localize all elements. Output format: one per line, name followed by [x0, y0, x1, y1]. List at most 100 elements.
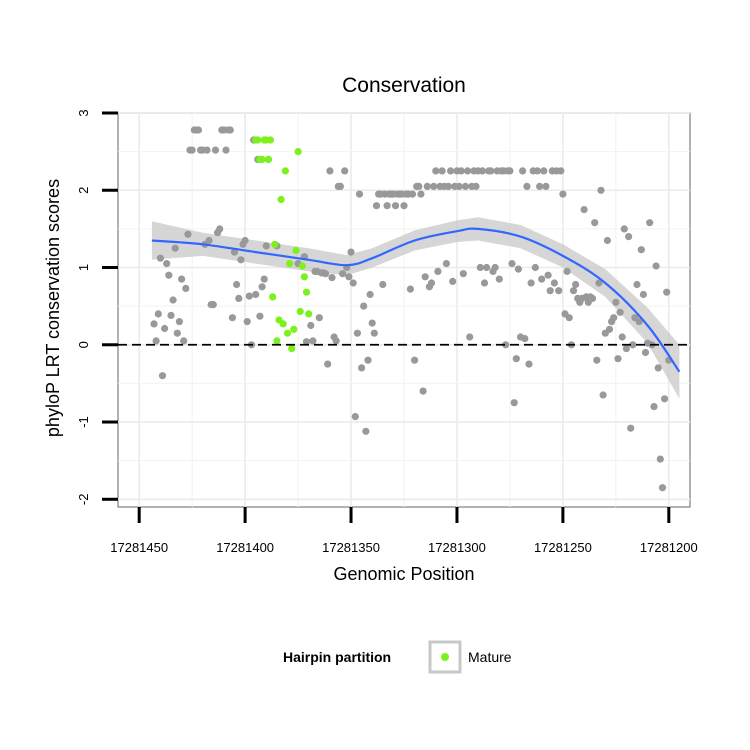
point-other — [593, 356, 601, 364]
y-tick-label: -1 — [76, 416, 91, 428]
point-other — [508, 260, 516, 268]
point-other — [383, 202, 391, 210]
point-other — [525, 360, 533, 368]
point-other — [459, 270, 467, 278]
point-mature — [266, 136, 275, 144]
point-mature — [281, 167, 289, 175]
point-other — [258, 283, 266, 291]
point-other — [417, 190, 425, 198]
point-other — [355, 190, 364, 198]
point-other — [491, 263, 499, 272]
point-other — [495, 275, 503, 283]
point-other — [167, 311, 175, 319]
point-other — [591, 219, 599, 227]
point-mature — [271, 240, 279, 248]
point-other — [565, 314, 573, 322]
point-other — [542, 182, 550, 190]
point-other — [588, 294, 597, 302]
point-other — [235, 294, 243, 302]
point-mature — [279, 320, 287, 328]
point-other — [580, 206, 588, 214]
y-axis: -2 -1 0 1 2 3 — [76, 109, 118, 505]
point-other — [351, 413, 359, 421]
smooth-curve — [151, 227, 681, 373]
legend: Hairpin partition Mature — [283, 640, 512, 674]
point-other — [360, 302, 368, 310]
point-other — [595, 279, 603, 287]
smooth-curve-layer — [151, 227, 681, 373]
point-other — [169, 296, 177, 304]
point-other — [478, 167, 486, 175]
point-other — [211, 146, 220, 154]
point-other — [184, 230, 192, 238]
point-other — [622, 345, 631, 353]
point-mature — [298, 262, 306, 270]
point-other — [237, 256, 245, 264]
y-tick-label: -2 — [76, 494, 91, 506]
point-other — [379, 280, 387, 289]
point-mature — [296, 307, 304, 316]
point-other — [205, 236, 213, 245]
point-other — [466, 333, 474, 341]
point-other — [226, 126, 234, 134]
confidence-band — [151, 217, 680, 399]
point-other — [194, 126, 203, 134]
point-other — [434, 267, 442, 275]
point-other — [599, 391, 607, 399]
point-other — [447, 167, 455, 175]
point-mature — [292, 246, 300, 255]
point-other — [252, 290, 260, 299]
point-mature — [300, 273, 308, 281]
point-other — [419, 387, 427, 395]
x-tick-label: 17281450 — [110, 540, 168, 555]
point-other — [639, 290, 648, 299]
point-other — [391, 202, 400, 210]
point-other — [341, 167, 349, 175]
point-mature — [254, 136, 262, 144]
point-other — [614, 355, 622, 363]
point-other — [233, 280, 241, 289]
point-mature — [264, 155, 272, 163]
point-other — [521, 335, 529, 343]
point-other — [514, 265, 523, 273]
y-tick-label: 0 — [76, 341, 91, 348]
point-other — [455, 182, 463, 190]
point-other — [423, 182, 431, 190]
point-other — [245, 292, 253, 300]
point-other — [650, 403, 658, 411]
point-other — [307, 321, 315, 330]
point-other — [406, 285, 414, 293]
point-other — [326, 167, 334, 175]
x-tick-label: 17281400 — [216, 540, 274, 555]
point-other — [347, 248, 355, 256]
point-other — [538, 275, 546, 283]
point-other — [472, 182, 480, 190]
point-mature — [283, 329, 292, 337]
x-axis-label: Genomic Position — [333, 564, 474, 584]
point-other — [637, 246, 645, 254]
point-other — [216, 225, 224, 233]
y-axis-label: phyloP LRT conservation scores — [43, 179, 63, 437]
point-other — [618, 333, 626, 341]
point-other — [228, 314, 236, 322]
x-axis: 17281450 17281400 17281350 17281300 17281250… — [110, 507, 698, 555]
point-other — [646, 219, 654, 227]
point-other — [230, 248, 239, 256]
point-other — [180, 337, 188, 345]
point-other — [150, 320, 158, 328]
point-other — [569, 287, 578, 295]
point-other — [328, 274, 336, 282]
point-other — [173, 329, 181, 337]
point-other — [324, 360, 332, 368]
point-other — [572, 280, 580, 289]
point-other — [633, 280, 641, 289]
point-other — [156, 254, 164, 262]
point-mature — [286, 260, 294, 268]
point-mature — [269, 293, 277, 301]
point-other — [362, 427, 370, 435]
point-other — [349, 279, 357, 287]
point-other — [400, 202, 408, 210]
point-other — [372, 202, 381, 210]
point-other — [256, 312, 264, 320]
